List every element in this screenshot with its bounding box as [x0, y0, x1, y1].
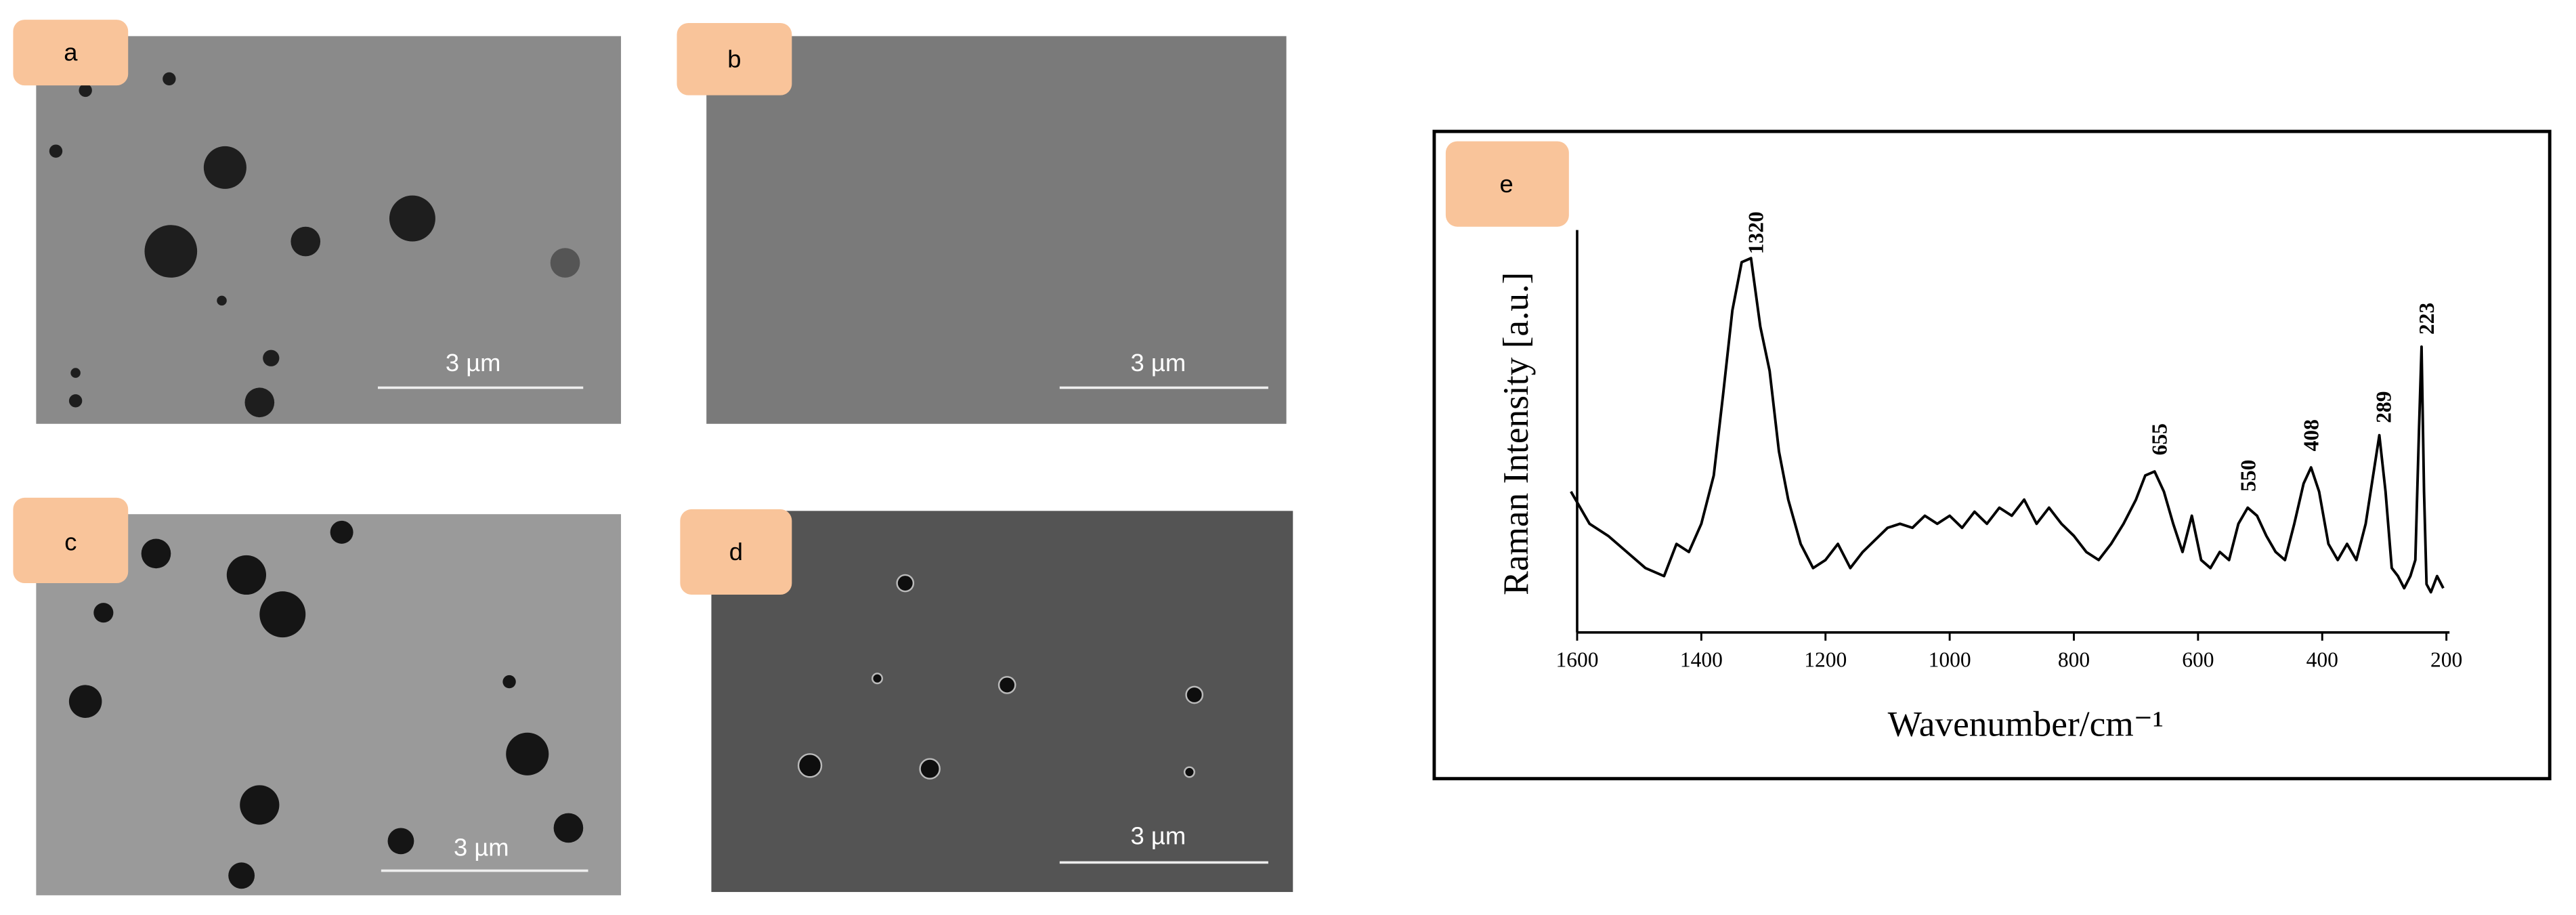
x-tick-label: 600	[2182, 648, 2214, 672]
scale-label: 3 µm	[446, 349, 501, 377]
x-tick-label: 800	[2058, 648, 2090, 672]
label-box	[13, 497, 129, 584]
x-tick-label: 200	[2430, 648, 2462, 672]
peak-label: 223	[2415, 303, 2439, 335]
scale-label: 3 µm	[454, 834, 509, 861]
scale-label: 3 µm	[1131, 349, 1186, 377]
spectrum-line	[1570, 257, 2445, 594]
sem-image	[36, 36, 622, 424]
y-axis-label: Raman Intensity [a.u.]	[1495, 272, 1536, 595]
pores	[49, 72, 580, 418]
label-box	[1445, 141, 1569, 227]
panel-label: b	[727, 45, 741, 72]
x-tick-label: 1200	[1804, 648, 1847, 672]
panel-a: 3 µm a	[13, 20, 622, 424]
panel-label: d	[729, 538, 743, 566]
peak-label: 550	[2237, 460, 2260, 492]
label-box	[13, 20, 129, 86]
panel-label: e	[1500, 170, 1514, 198]
chart-frame	[1432, 129, 2552, 781]
label-box	[677, 22, 792, 95]
panel-label: c	[64, 528, 77, 556]
peak-label: 289	[2372, 391, 2396, 423]
scale-label: 3 µm	[1131, 822, 1186, 850]
x-tick-label: 1400	[1680, 648, 1723, 672]
x-tick-label: 400	[2306, 648, 2338, 672]
x-axis-label: Wavenumber/cm⁻¹	[1888, 704, 2164, 744]
panel-c: 3 µm c	[13, 497, 622, 895]
sem-image	[706, 36, 1287, 424]
label-box	[680, 509, 792, 595]
panel-label: a	[64, 39, 78, 66]
panel-b: 3 µm b	[677, 22, 1287, 424]
x-tick-label: 1000	[1929, 648, 1971, 672]
x-tick-label: 1600	[1555, 648, 1598, 672]
peak-label: 655	[2148, 423, 2172, 455]
pores	[68, 520, 584, 889]
sem-image	[36, 514, 622, 895]
panel-e: e Wavenumber/cm⁻¹ Raman Intensity [a.u.]…	[1432, 129, 2552, 781]
pores	[797, 574, 1204, 780]
peak-label: 1320	[1744, 211, 1768, 254]
panel-d: 3 µm d	[680, 509, 1293, 893]
sem-image	[711, 511, 1293, 893]
peak-label: 408	[2299, 419, 2323, 451]
